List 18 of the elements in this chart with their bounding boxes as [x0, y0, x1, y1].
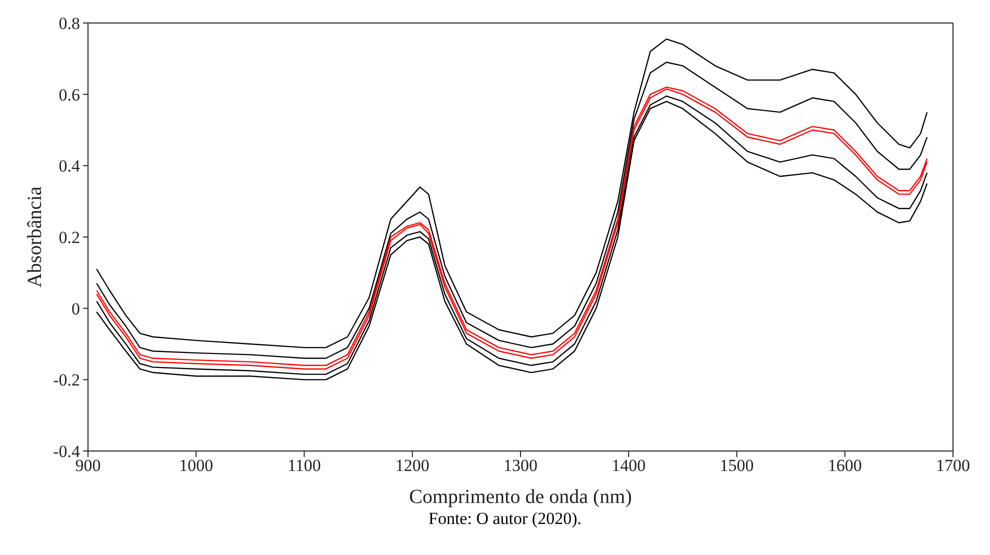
x-tick-label: 1500	[720, 456, 754, 476]
x-tick-label: 1600	[828, 456, 862, 476]
y-tick-label: 0	[72, 299, 80, 318]
y-tick-label: 0.2	[58, 228, 80, 248]
x-tick-label: 1200	[395, 456, 430, 476]
y-tick-label: 0.6	[58, 85, 80, 104]
y-tick-label: 0.4	[58, 156, 80, 176]
x-axis-title: Comprimento de onda (nm)	[409, 486, 632, 508]
x-tick-label: 1400	[612, 456, 646, 476]
x-tick-label: 1000	[179, 456, 214, 476]
x-tick-label: 1300	[504, 456, 538, 476]
source-note: Fonte: O autor (2020).	[428, 509, 582, 529]
x-tick-label: 1700	[936, 456, 970, 476]
y-tick-label: -0.2	[53, 370, 80, 390]
x-tick-label: 1100	[288, 456, 321, 476]
x-tick-label: 900	[75, 456, 101, 476]
y-tick-label: 0.8	[58, 14, 80, 34]
y-axis-title: Absorbância	[24, 186, 46, 288]
